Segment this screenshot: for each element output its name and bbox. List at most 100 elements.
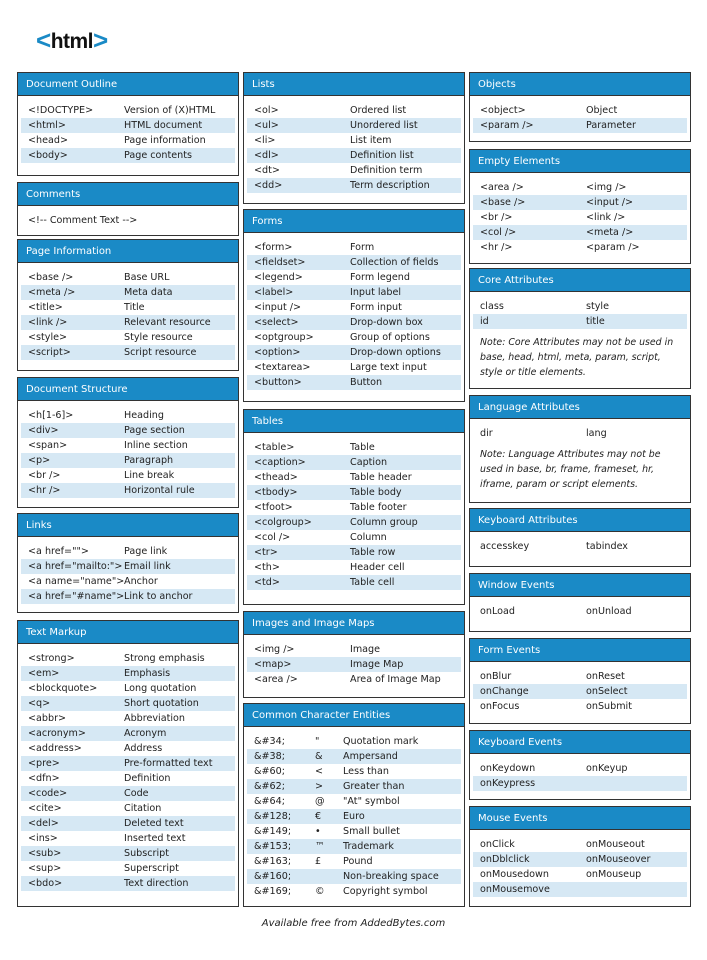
row-description: Unordered list [350,120,418,131]
row-description: Citation [124,803,162,814]
section-body: onKeydown onKeyup onKeypress [470,754,690,791]
row-code: <colgroup> [254,517,312,528]
row-code: <title> [28,302,63,313]
table-row: <tfoot> Table footer [247,500,461,515]
table-row: <li> List item [247,133,461,148]
row-description: onKeyup [586,763,628,774]
section-body: <strong> Strong emphasis <em> Emphasis <bloc… [18,644,238,891]
row-description: onReset [586,671,625,682]
table-row: <!-- Comment Text --> [21,213,235,228]
section-body: <base /> Base URL <meta /> Meta data <title>… [18,263,238,360]
row-code: onKeypress [480,778,536,789]
table-row: <strong> Strong emphasis [21,651,235,666]
row-code: <code> [28,788,68,799]
section-body: <ol> Ordered list <ul> Unordered list <li> Li… [244,96,464,193]
row-description: onSelect [586,686,628,697]
table-row: onClick onMouseout [473,837,687,852]
table-row: onKeypress [473,776,687,791]
row-code: <div> [28,425,59,436]
section-forms: Forms <form> Form <fieldset> Collection of f… [243,209,465,402]
table-row: <bdo> Text direction [21,876,235,891]
table-row: onMousedown onMouseup [473,867,687,882]
row-description: Text direction [124,878,189,889]
table-row: <select> Drop-down box [247,315,461,330]
table-row: onChange onSelect [473,684,687,699]
row-description: Horizontal rule [124,485,195,496]
row-code: <sub> [28,848,62,859]
row-description: Header cell [350,562,405,573]
table-row: <label> Input label [247,285,461,300]
table-row: <map> Image Map [247,657,461,672]
row-code: <script> [28,347,71,358]
table-row: <hr /> Horizontal rule [21,483,235,498]
table-row: <option> Drop-down options [247,345,461,360]
section-lists: Lists <ol> Ordered list <ul> Unordered list <… [243,72,465,204]
section-title: Common Character Entities [244,704,464,727]
row-code: <dfn> [28,773,60,784]
row-code: <br /> [28,470,61,481]
table-row: &#60; < Less than [247,764,461,779]
section-form-events: Form Events onBlur onReset onChange onSelect… [469,638,691,724]
table-row: <optgroup> Group of options [247,330,461,345]
row-description: Acronym [124,728,167,739]
row-description: Title [124,302,145,313]
row-code: <hr /> [480,242,513,253]
row-code: <table> [254,442,295,453]
table-row: <ol> Ordered list [247,103,461,118]
row-code: <object> [480,105,526,116]
table-row: <ins> Inserted text [21,831,235,846]
row-code: onClick [480,839,515,850]
table-row: <style> Style resource [21,330,235,345]
row-description: Anchor [124,576,158,587]
section-title: Objects [470,73,690,96]
row-description: <meta /> [586,227,634,238]
section-title: Links [18,514,238,537]
table-row: <textarea> Large text input [247,360,461,375]
row-code: <area /> [480,182,524,193]
row-description: lang [586,428,607,439]
row-description: € [315,811,322,822]
table-row: <a href="mailto:"> Email link [21,559,235,574]
row-description: • [315,826,321,837]
row-code: &#149; [254,826,292,837]
row-code: <legend> [254,272,303,283]
row-code: &#38; [254,751,285,762]
section-title: Tables [244,410,464,433]
section-body: <form> Form <fieldset> Collection of fields… [244,233,464,390]
row-code: <ul> [254,120,279,131]
row-code: <map> [254,659,292,670]
table-row: <del> Deleted text [21,816,235,831]
table-row: <table> Table [247,440,461,455]
table-row: <col /> <meta /> [473,225,687,240]
row-description: Page section [124,425,185,436]
section-document-structure: Document Structure <h[1-6]> Heading <div> Pa… [17,377,239,508]
section-document-outline: Document Outline <!DOCTYPE> Version of (X)… [17,72,239,176]
section-keyboard-events: Keyboard Events onKeydown onKeyup onKeypres… [469,730,691,800]
row-description: Area of Image Map [350,674,441,685]
table-row: <base /> <input /> [473,195,687,210]
row-code: <dt> [254,165,280,176]
row-description: Object [586,105,618,116]
row-description: Strong emphasis [124,653,205,664]
row-description: Page information [124,135,206,146]
row-description: Table [350,442,375,453]
section-body: <h[1-6]> Heading <div> Page section <span> In… [18,401,238,498]
section-page-information: Page Information <base /> Base URL <meta />… [17,239,239,371]
row-code: <a href=""> [28,546,89,557]
table-row: <!DOCTYPE> Version of (X)HTML [21,103,235,118]
row-description: Script resource [124,347,197,358]
row-code: <a href="mailto:"> [28,561,123,572]
row-description: Table footer [350,502,407,513]
row-description: © [315,886,325,897]
table-row: &#64; @ "At" symbol [247,794,461,809]
table-row: onBlur onReset [473,669,687,684]
row-code: <tfoot> [254,502,293,513]
row-code: <button> [254,377,302,388]
row-description: Collection of fields [350,257,439,268]
row-description: Pre-formatted text [124,758,213,769]
row-description: " [315,736,320,747]
table-row: <body> Page contents [21,148,235,163]
table-row: accesskey tabindex [473,539,687,554]
section-keyboard-attributes: Keyboard Attributes accesskey tabindex [469,508,691,567]
row-description: style [586,301,610,312]
